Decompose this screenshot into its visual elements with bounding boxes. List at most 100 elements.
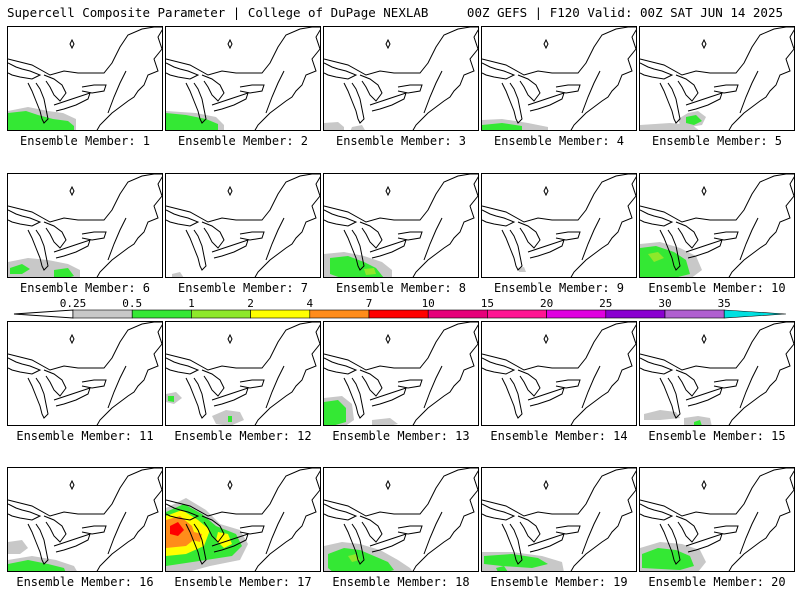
coastline-path — [685, 92, 723, 112]
coastline-path — [570, 176, 636, 277]
basemap-outlines — [166, 468, 320, 571]
coastline-path — [527, 533, 565, 553]
coastline-path — [8, 27, 162, 76]
colorbar-segment — [664, 309, 725, 319]
scp-fill-shapes — [8, 258, 80, 277]
colorbar-segment — [368, 309, 429, 319]
coastline-path — [324, 174, 478, 223]
coastline-path — [43, 74, 67, 102]
coastline-path — [166, 357, 200, 375]
coastline-path — [185, 377, 207, 419]
coastline-path — [359, 221, 383, 249]
coastline-path — [96, 324, 162, 425]
coastline-path — [482, 357, 516, 375]
colorbar-segment — [427, 309, 488, 319]
coastline-path — [43, 221, 67, 249]
member-label-4: Ensemble Member: 4 — [493, 134, 625, 148]
coastline-path — [581, 70, 601, 114]
coastline-path — [27, 523, 49, 565]
coastline-path — [581, 365, 601, 409]
coastline-path — [27, 82, 49, 124]
basemap-outlines — [482, 322, 636, 425]
coastline-path — [397, 525, 423, 535]
coastline-path — [640, 27, 794, 76]
coastline-path — [265, 217, 285, 261]
scp-fill-shapes — [172, 272, 184, 277]
coastline-path — [166, 174, 320, 223]
coastline-path — [517, 221, 541, 249]
coastline-path — [81, 525, 107, 535]
coastline-path — [107, 70, 127, 114]
map-panel-member-17 — [165, 467, 321, 572]
island-marker — [227, 479, 233, 491]
member-label-17: Ensemble Member: 17 — [174, 575, 312, 589]
coastline-path — [343, 82, 365, 124]
coastline-path — [8, 468, 162, 517]
member-label-15: Ensemble Member: 15 — [648, 429, 786, 443]
coastline-path — [211, 533, 249, 553]
coastline-path — [201, 515, 225, 543]
colorbar-tick-label: 0.25 — [60, 297, 87, 310]
coastline-path — [53, 239, 91, 259]
coastline-path — [254, 324, 320, 425]
coastline-path — [412, 324, 478, 425]
coastline-path — [412, 29, 478, 130]
coastline-path — [555, 525, 581, 535]
coastline-path — [482, 62, 516, 80]
island-marker — [69, 479, 75, 491]
map-panel-member-1 — [7, 26, 163, 131]
coastline-path — [501, 523, 523, 565]
coastline-path — [369, 239, 407, 259]
island-marker — [701, 479, 707, 491]
coastline-path — [8, 322, 162, 371]
coastline-path — [8, 357, 42, 375]
coastline-path — [728, 176, 794, 277]
scp-fill-shapes — [324, 122, 365, 130]
member-label-2: Ensemble Member: 2 — [177, 134, 309, 148]
basemap-outlines — [482, 468, 636, 571]
colorbar-segment — [309, 309, 370, 319]
colorbar-tick-label: 10 — [422, 297, 435, 310]
coastline-path — [675, 515, 699, 543]
coastline-path — [482, 468, 636, 517]
coastline-path — [185, 82, 207, 124]
coastline-path — [412, 176, 478, 277]
coastline-path — [675, 74, 699, 102]
map-panel-member-18 — [323, 467, 479, 572]
island-marker — [227, 38, 233, 50]
basemap-outlines — [640, 27, 794, 130]
coastline-path — [675, 369, 699, 397]
member-label-14: Ensemble Member: 14 — [490, 429, 628, 443]
colorbar-segment — [72, 309, 133, 319]
colorbar-segment — [191, 309, 251, 319]
coastline-path — [482, 322, 636, 371]
coastline-path — [211, 239, 249, 259]
coastline-path — [359, 369, 383, 397]
colorbar-tick-label: 30 — [658, 297, 671, 310]
scp-colorbar: 0.25 0.5 1 2 4 7 10 15 20 25 30 35 — [13, 297, 787, 319]
coastline-path — [201, 74, 225, 102]
scp-fill-shapes — [166, 392, 244, 425]
coastline-path — [555, 84, 581, 94]
coastline-path — [81, 84, 107, 94]
coastline-path — [8, 209, 42, 227]
coastline-path — [659, 229, 681, 271]
coastline-path — [501, 229, 523, 271]
member-label-1: Ensemble Member: 1 — [19, 134, 151, 148]
colorbar-segment — [605, 309, 666, 319]
map-panel-member-6 — [7, 173, 163, 278]
colorbar-tick-label: 4 — [306, 297, 313, 310]
island-marker — [69, 38, 75, 50]
map-panel-member-4 — [481, 26, 637, 131]
colorbar-tick-label: 0.5 — [122, 297, 142, 310]
valid-time: 00Z GEFS | F120 Valid: 00Z SAT JUN 14 20… — [466, 5, 783, 20]
member-label-13: Ensemble Member: 13 — [332, 429, 470, 443]
coastline-path — [324, 62, 358, 80]
basemap-outlines — [324, 322, 478, 425]
coastline-path — [324, 322, 478, 371]
map-panel-member-19 — [481, 467, 637, 572]
coastline-path — [397, 84, 423, 94]
scp-fill-shapes — [482, 119, 548, 130]
coastline-path — [501, 82, 523, 124]
member-label-20: Ensemble Member: 20 — [648, 575, 786, 589]
